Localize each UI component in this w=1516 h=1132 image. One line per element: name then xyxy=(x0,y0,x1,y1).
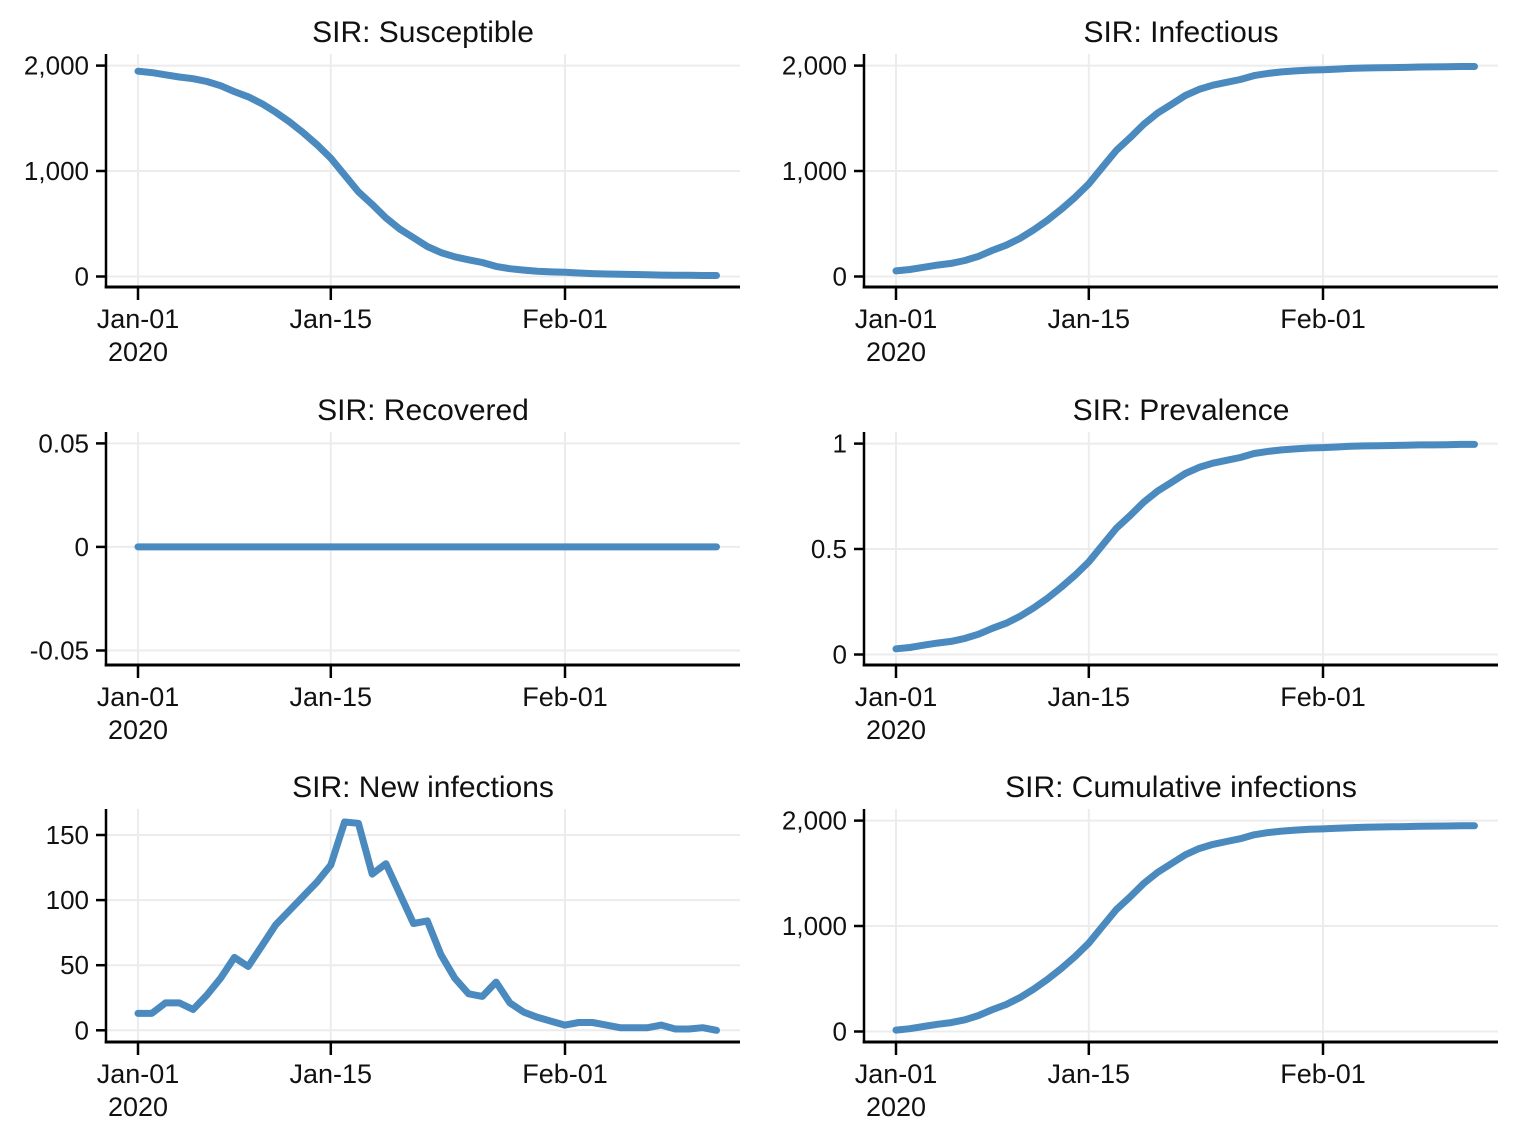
y-tick-label: 0 xyxy=(833,640,847,670)
y-tick-label: 0 xyxy=(75,1015,89,1045)
x-tick-sublabel: 2020 xyxy=(108,715,168,745)
chart-new-infections: 0 50 100 150 Jan-01 2020 Jan-15 Feb-01 SIR: New … xyxy=(0,755,758,1132)
x-tick-label: Jan-01 xyxy=(97,1059,180,1089)
x-tick-label: Jan-15 xyxy=(1048,304,1131,334)
y-tick-label: 2,000 xyxy=(782,806,847,836)
y-tick-label: 100 xyxy=(46,885,89,915)
y-tick-label: 2,000 xyxy=(782,51,847,81)
x-tick-label: Jan-01 xyxy=(97,304,180,334)
chart-title: SIR: New infections xyxy=(292,771,554,804)
chart-title: SIR: Cumulative infections xyxy=(1005,771,1357,804)
x-tick-label: Jan-15 xyxy=(1048,682,1131,712)
prevalence-line xyxy=(892,440,1478,653)
y-tick-label: 0.05 xyxy=(38,428,89,458)
y-tick-label: 2,000 xyxy=(24,51,89,81)
x-tick-sublabel: 2020 xyxy=(866,1092,926,1122)
y-tick-label: 0 xyxy=(75,262,89,292)
x-tick-label: Feb-01 xyxy=(522,1059,608,1089)
x-tick-label: Feb-01 xyxy=(1280,1059,1366,1089)
x-tick-label: Jan-01 xyxy=(855,682,938,712)
x-tick-sublabel: 2020 xyxy=(866,337,926,367)
y-tick-label: 150 xyxy=(46,820,89,850)
x-tick-label: Jan-15 xyxy=(290,1059,373,1089)
x-tick-label: Feb-01 xyxy=(1280,682,1366,712)
chart-recovered: -0.05 0 0.05 Jan-01 2020 Jan-15 Feb-01 SIR: Rec… xyxy=(0,378,758,756)
chart-title: SIR: Recovered xyxy=(317,394,529,427)
x-tick-sublabel: 2020 xyxy=(108,337,168,367)
x-tick-label: Feb-01 xyxy=(1280,304,1366,334)
chart-cumulative-infections: 0 1,000 2,000 Jan-01 2020 Jan-15 Feb-01 SIR: Cu… xyxy=(758,755,1516,1132)
x-tick-label: Jan-15 xyxy=(290,682,373,712)
chart-title: SIR: Infectious xyxy=(1083,16,1278,49)
chart-infectious: 0 1,000 2,000 Jan-01 2020 Jan-15 Feb-01 SIR: In… xyxy=(758,0,1516,378)
x-tick-sublabel: 2020 xyxy=(866,715,926,745)
cumulative-infections-line xyxy=(892,822,1478,1034)
y-tick-label: 0 xyxy=(833,262,847,292)
y-tick-label: 1,000 xyxy=(24,156,89,186)
y-tick-label: -0.05 xyxy=(30,636,89,666)
x-tick-sublabel: 2020 xyxy=(108,1092,168,1122)
susceptible-line xyxy=(134,67,720,279)
x-tick-label: Jan-15 xyxy=(290,304,373,334)
y-tick-label: 1 xyxy=(833,429,847,459)
y-tick-label: 0 xyxy=(75,532,89,562)
x-tick-label: Feb-01 xyxy=(522,304,608,334)
chart-title: SIR: Prevalence xyxy=(1073,394,1290,427)
infectious-line xyxy=(892,63,1478,275)
chart-susceptible: 0 1,000 2,000 Jan-01 2020 Jan-15 Feb-01 SIR: Su… xyxy=(0,0,758,378)
y-tick-label: 50 xyxy=(60,950,89,980)
new-infections-line xyxy=(134,818,720,1034)
y-tick-label: 1,000 xyxy=(782,156,847,186)
y-tick-label: 0 xyxy=(833,1017,847,1047)
x-tick-label: Jan-01 xyxy=(855,1059,938,1089)
x-tick-label: Jan-15 xyxy=(1048,1059,1131,1089)
x-tick-label: Feb-01 xyxy=(522,682,608,712)
x-tick-label: Jan-01 xyxy=(97,682,180,712)
y-tick-label: 1,000 xyxy=(782,911,847,941)
y-tick-label: 0.5 xyxy=(811,534,847,564)
chart-prevalence: 0 0.5 1 Jan-01 2020 Jan-15 Feb-01 SIR: Prevalen… xyxy=(758,378,1516,756)
x-tick-label: Jan-01 xyxy=(855,304,938,334)
chart-title: SIR: Susceptible xyxy=(312,16,534,49)
